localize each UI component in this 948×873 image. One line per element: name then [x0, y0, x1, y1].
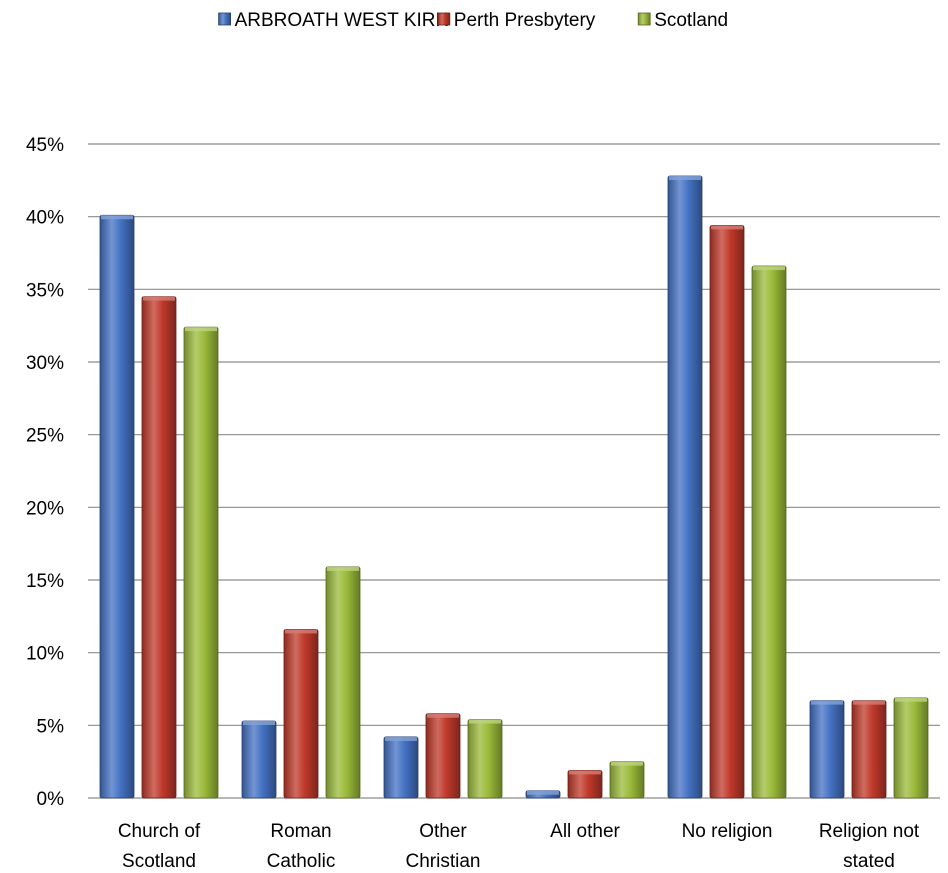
bar-cap — [385, 736, 417, 741]
legend-swatch — [218, 12, 232, 26]
bar-cap — [143, 296, 175, 301]
y-tick-label: 0% — [37, 789, 65, 810]
bar-cap — [185, 327, 217, 332]
bar-cap — [611, 761, 643, 766]
bar-cap — [285, 629, 317, 634]
bar-cap — [527, 790, 559, 795]
y-tick-label: 15% — [26, 571, 64, 592]
bar-arbroath-west-kirk-church-of-scotland — [99, 214, 135, 799]
bar-perth-presbytery-church-of-scotland — [141, 296, 177, 799]
x-category-label: All other — [550, 821, 620, 842]
bar-cap — [753, 266, 785, 271]
legend-item-perth-presbytery: Perth Presbytery — [437, 10, 596, 31]
y-tick-label: 20% — [26, 498, 64, 519]
y-tick-label: 40% — [26, 208, 64, 229]
y-tick-label: 35% — [26, 280, 64, 301]
legend-label: Perth Presbytery — [454, 10, 596, 31]
x-category-label: Church of Scotland — [118, 821, 201, 872]
bar-cap — [101, 215, 133, 220]
x-category-label: No religion — [682, 821, 773, 842]
legend-label: ARBROATH WEST KIRK — [235, 10, 449, 31]
y-tick-label: 45% — [26, 135, 64, 156]
x-axis: Church of Scotland Roman Catholic Other Chris… — [118, 821, 920, 872]
gridlines — [88, 143, 940, 799]
bar-scotland-roman-catholic — [325, 566, 361, 799]
y-tick-label: 10% — [26, 644, 64, 665]
y-tick-label: 5% — [37, 716, 65, 737]
legend: ARBROATH WEST KIRK Perth Presbytery Scotla… — [218, 10, 728, 31]
legend-swatch — [437, 12, 451, 26]
bar-cap — [469, 719, 501, 724]
bar-arbroath-west-kirk-no-religion — [667, 175, 703, 799]
bar-scotland-religion-not-stated — [893, 697, 929, 799]
bar-perth-presbytery-all-other — [567, 769, 603, 799]
bar-perth-presbytery-no-religion — [709, 224, 745, 799]
bar-cap — [711, 225, 743, 230]
bar-scotland-church-of-scotland — [183, 326, 219, 799]
bar-scotland-other-christian — [467, 719, 503, 799]
x-category-label: Other Christian — [406, 821, 481, 872]
x-category-label: Roman Catholic — [267, 821, 336, 872]
x-category-label: Religion not stated — [819, 821, 920, 872]
bar-cap — [895, 697, 927, 702]
legend-item-scotland: Scotland — [637, 10, 728, 31]
bar-cap — [327, 566, 359, 571]
bar-arbroath-west-kirk-religion-not-stated — [809, 700, 845, 799]
y-axis: 0% 5% 10% 15% 20% 25% 30% 35% 40% 45% — [26, 135, 64, 810]
y-tick-label: 25% — [26, 426, 64, 447]
bar-perth-presbytery-other-christian — [425, 713, 461, 799]
bar-cap — [811, 700, 843, 705]
bar-perth-presbytery-roman-catholic — [283, 629, 319, 799]
legend-item-arbroath-west-kirk: ARBROATH WEST KIRK — [218, 10, 449, 31]
bar-scotland-no-religion — [751, 265, 787, 799]
bars — [99, 175, 929, 799]
bar-cap — [427, 713, 459, 718]
bar-cap — [243, 720, 275, 725]
bar-cap — [669, 175, 701, 180]
legend-label: Scotland — [654, 10, 728, 31]
bar-arbroath-west-kirk-roman-catholic — [241, 720, 277, 799]
bar-scotland-all-other — [609, 761, 645, 799]
y-tick-label: 30% — [26, 353, 64, 374]
bar-arbroath-west-kirk-other-christian — [383, 736, 419, 799]
bar-cap — [569, 770, 601, 775]
bar-perth-presbytery-religion-not-stated — [851, 700, 887, 799]
bar-cap — [853, 700, 885, 705]
legend-swatch — [637, 12, 651, 26]
